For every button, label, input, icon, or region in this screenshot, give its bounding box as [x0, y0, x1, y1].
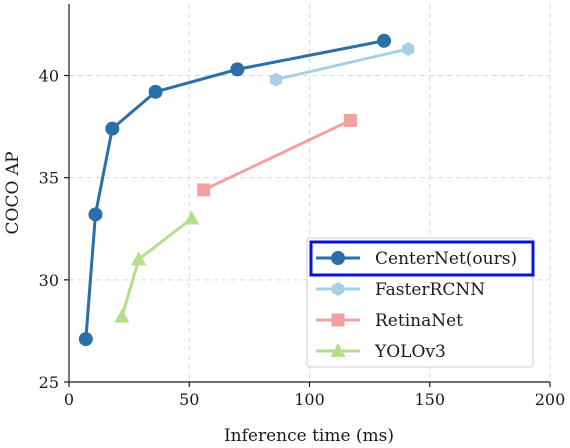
series-yolov3: [114, 210, 200, 323]
data-point-retinanet: [197, 183, 211, 197]
legend-marker-centernet-ours: [331, 251, 345, 265]
legend-label-centernet-ours: CenterNet(ours): [375, 249, 517, 269]
series-line-centernet-ours: [84, 39, 385, 340]
legend-highlight-box: [309, 240, 535, 277]
y-axis-label: COCO AP: [3, 151, 23, 234]
legend-marker-retinanet: [331, 313, 345, 327]
legend-item-fasterrcnn: FasterRCNN: [316, 280, 485, 300]
data-point-centernet-ours: [78, 332, 93, 347]
data-point-fasterrcnn: [269, 72, 282, 87]
data-point-centernet-ours: [148, 84, 163, 99]
legend-box: [306, 237, 534, 368]
series-line-retinanet: [203, 119, 352, 192]
data-point-centernet-ours: [88, 207, 103, 222]
data-point-yolov3: [131, 251, 147, 266]
legend-label-fasterrcnn: FasterRCNN: [375, 280, 485, 300]
data-point-centernet-ours: [377, 33, 392, 48]
legend: CenterNet(ours) FasterRCNN RetinaNet YOLOv3: [306, 237, 535, 368]
y-tick-label: 40: [39, 67, 59, 86]
data-point-yolov3: [114, 308, 130, 323]
ticks: 0 50 100 150 200 25 30 35 40: [39, 67, 566, 409]
data-point-yolov3: [184, 210, 200, 225]
x-tick-label: 0: [64, 390, 74, 409]
series-line-yolov3: [120, 217, 193, 318]
series-centernet-ours: [78, 33, 392, 347]
y-tick-label: 35: [39, 169, 59, 188]
data-point-centernet-ours: [105, 121, 120, 136]
legend-label-retinanet: RetinaNet: [375, 311, 463, 331]
x-tick-label: 150: [414, 390, 445, 409]
x-axis-label: Inference time (ms): [224, 426, 394, 446]
legend-marker-fasterrcnn: [331, 282, 345, 296]
legend-label-yolov3: YOLOv3: [374, 342, 446, 362]
x-tick-label: 200: [535, 390, 566, 409]
legend-marker-yolov3: [330, 343, 346, 357]
y-tick-label: 30: [39, 271, 59, 290]
data-point-centernet-ours: [230, 62, 245, 77]
legend-item-centernet-ours: CenterNet(ours): [309, 240, 535, 277]
series-fasterrcnn: [269, 41, 415, 87]
legend-item-retinanet: RetinaNet: [316, 311, 463, 331]
legend-item-yolov3: YOLOv3: [316, 342, 446, 362]
series-retinanet: [197, 113, 357, 197]
data-point-fasterrcnn: [402, 41, 415, 56]
data-point-retinanet: [343, 113, 357, 127]
y-tick-label: 25: [39, 373, 59, 392]
x-tick-label: 50: [179, 390, 199, 409]
series-line-fasterrcnn: [275, 47, 409, 82]
x-tick-label: 100: [294, 390, 325, 409]
series-layer: [78, 33, 415, 347]
